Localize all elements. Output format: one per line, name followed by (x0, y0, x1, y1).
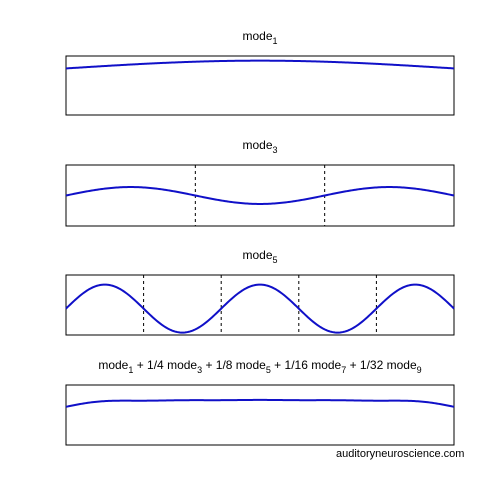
title-part: mode (98, 358, 128, 372)
axes-frame (65, 164, 455, 227)
title-part: 1 (128, 365, 133, 375)
panel-3: mode5 (65, 248, 455, 336)
mode-curve (65, 59, 455, 70)
title-part: + 1/16 mode (271, 358, 342, 372)
panel-4: mode1 + 1/4 mode3 + 1/8 mode5 + 1/16 mod… (65, 358, 455, 446)
title-part: mode (242, 248, 272, 262)
panel-title: mode1 (242, 29, 277, 46)
credit-text: auditoryneuroscience.com (336, 448, 465, 460)
title-part: 9 (417, 365, 422, 375)
axes-frame (65, 274, 455, 336)
title-part: + 1/8 mode (202, 358, 266, 372)
mode-curve (65, 283, 455, 334)
title-part: mode (242, 138, 272, 152)
panel-title: mode5 (242, 248, 277, 265)
mode-curve (65, 398, 455, 408)
panel-title: mode1 + 1/4 mode3 + 1/8 mode5 + 1/16 mod… (98, 358, 421, 375)
title-part: 7 (341, 365, 346, 375)
mode-curve (65, 186, 455, 205)
title-part: 3 (273, 145, 278, 155)
title-part: 5 (266, 365, 271, 375)
title-part: + 1/4 mode (133, 358, 197, 372)
title-part: 3 (197, 365, 202, 375)
title-part: + 1/32 mode (346, 358, 417, 372)
panel-2: mode3 (65, 138, 455, 227)
axes-frame (65, 55, 455, 116)
title-part: 5 (273, 255, 278, 265)
title-part: 1 (273, 36, 278, 46)
axes-frame (65, 384, 455, 446)
panel-1: mode1 (65, 29, 455, 116)
title-part: mode (242, 29, 272, 43)
panel-title: mode3 (242, 138, 277, 155)
